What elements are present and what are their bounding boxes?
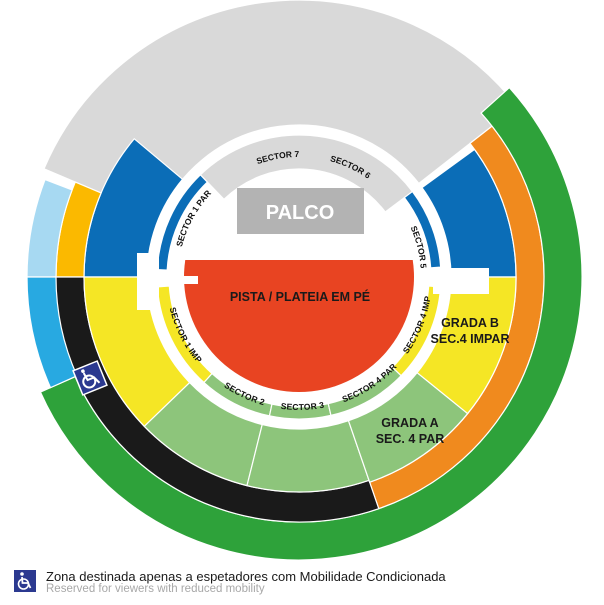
inner-ring-sector-4-imp[interactable] xyxy=(391,285,442,377)
upper-tier-sky-blue[interactable] xyxy=(26,276,78,389)
legend-text: Zona destinada apenas a espetadores com … xyxy=(46,569,446,584)
aisle-gap xyxy=(138,276,198,284)
inner-ring-sector-5[interactable] xyxy=(403,190,442,269)
stage-label: PALCO xyxy=(266,202,335,224)
venue-seating-map: PALCO PISTA / PLATEIA EM PÉ GRADA B SEC.… xyxy=(26,0,583,560)
wheelchair-icon xyxy=(82,372,101,389)
sector-label-s3: SECTOR 3 xyxy=(280,400,325,412)
legend-text-translation: Reserved for viewers with reduced mobili… xyxy=(46,583,265,595)
seating-segments xyxy=(26,0,583,560)
floor-label: PISTA / PLATEIA EM PÉ xyxy=(230,289,370,304)
grada-a-label-2: SEC. 4 PAR xyxy=(376,432,445,446)
grada-sector-3[interactable] xyxy=(246,419,370,493)
aisle-gap xyxy=(415,276,465,284)
grada-a-label-1: GRADA A xyxy=(381,416,438,430)
grada-b-sector-4-impar[interactable] xyxy=(416,276,517,415)
floor-standing-area[interactable] xyxy=(183,260,415,392)
grada-b-label-2: SEC.4 IMPAR xyxy=(431,332,510,346)
stage xyxy=(237,188,364,234)
aisle-gaps xyxy=(137,253,489,310)
accessible-zone-marker xyxy=(72,360,108,396)
wheelchair-icon xyxy=(14,570,36,592)
inner-ring-sector-1-par[interactable] xyxy=(156,174,209,271)
grada-b-label-1: GRADA B xyxy=(441,316,499,330)
